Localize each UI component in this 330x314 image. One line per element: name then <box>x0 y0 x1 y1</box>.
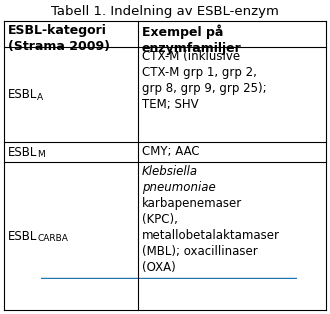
Text: Exempel på
enzymfamiljer: Exempel på enzymfamiljer <box>142 24 241 55</box>
Text: karbapenemaser: karbapenemaser <box>142 197 242 210</box>
Text: (OXA): (OXA) <box>142 261 175 273</box>
Text: ESBL-kategori
(Strama 2009): ESBL-kategori (Strama 2009) <box>8 24 110 53</box>
Text: CTX-M (inklusive: CTX-M (inklusive <box>142 50 240 63</box>
Text: A: A <box>37 93 44 102</box>
Text: ESBL: ESBL <box>8 145 37 159</box>
Text: TEM; SHV: TEM; SHV <box>142 98 198 111</box>
Text: Klebsiella: Klebsiella <box>142 165 198 178</box>
Text: (KPC),: (KPC), <box>142 213 178 226</box>
Text: pneumoniae: pneumoniae <box>142 181 215 194</box>
Text: ESBL: ESBL <box>8 230 37 242</box>
Text: Tabell 1. Indelning av ESBL-enzym: Tabell 1. Indelning av ESBL-enzym <box>51 5 279 18</box>
Text: grp 8, grp 9, grp 25);: grp 8, grp 9, grp 25); <box>142 82 266 95</box>
Text: CTX-M grp 1, grp 2,: CTX-M grp 1, grp 2, <box>142 66 256 79</box>
Text: ESBL: ESBL <box>8 88 37 101</box>
Text: CARBA: CARBA <box>37 235 68 243</box>
Text: M: M <box>37 150 45 160</box>
Text: (MBL); oxacillinaser: (MBL); oxacillinaser <box>142 245 257 258</box>
Text: CMY; AAC: CMY; AAC <box>142 145 199 158</box>
Text: metallobetalaktamaser: metallobetalaktamaser <box>142 229 280 242</box>
